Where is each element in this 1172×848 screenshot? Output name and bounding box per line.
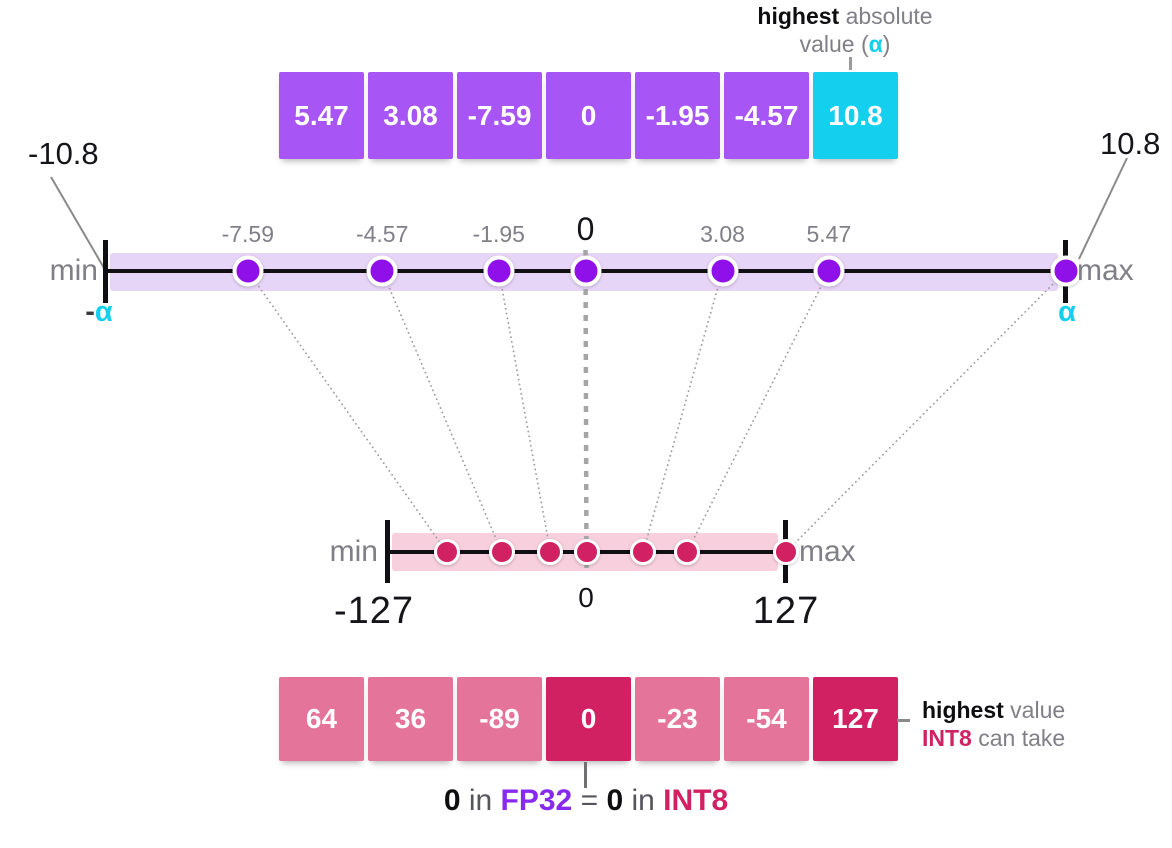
fp32-dot-label: 5.47 [806, 221, 852, 247]
annotation-line-1: highest absolute [757, 2, 932, 30]
int8-annotation-dash [897, 719, 910, 722]
fp32-max-label: max [1077, 254, 1134, 287]
fp32-max-value-label: 10.8 [1100, 126, 1161, 161]
int8-max-value-label: 127 [752, 590, 820, 632]
int8-min-value-label: -127 [333, 590, 415, 632]
int8-max-label: max [799, 535, 856, 568]
alpha-symbol: α [1058, 296, 1076, 328]
annotation-bold-text: highest [757, 3, 840, 29]
zero-int8: 0 [606, 784, 624, 817]
annotation-bold-text: highest [922, 697, 1004, 723]
int8-min-label: min [329, 535, 378, 568]
int8-cell: 127 [813, 677, 898, 761]
int8-dot [537, 539, 564, 565]
int8-values-row: 64 36 -89 0 -23 -54 127 [279, 677, 898, 761]
pointer-line-min [50, 176, 105, 269]
fp32-min-tick [103, 240, 108, 303]
fp32-min-value-label: -10.8 [28, 136, 99, 171]
alpha-symbol: α [868, 31, 883, 57]
int8-cell: 64 [279, 677, 364, 761]
mapping-line [642, 270, 724, 553]
fp32-cell: 3.08 [368, 72, 453, 159]
fp32-dot-label: 3.08 [700, 221, 745, 247]
fp32-dot [483, 255, 515, 287]
zero-fp32: 0 [443, 784, 461, 817]
annotation-gray-text: value ( [799, 31, 869, 57]
equals-sign: = [572, 784, 607, 817]
int8-dot [433, 539, 460, 565]
mapping-line [497, 270, 552, 553]
mapping-line [246, 270, 448, 553]
annotation-gray-text: absolute [839, 3, 933, 29]
zero-cell-pointer-line [584, 762, 587, 788]
annotation-gray-text: can take [971, 725, 1066, 751]
fp32-cell: 5.47 [279, 72, 364, 159]
mapping-line [686, 270, 830, 553]
highest-absolute-value-annotation: highest absolute value (α) [757, 2, 932, 58]
fp32-dot-label: -7.59 [221, 221, 275, 247]
equation-text: in [460, 784, 501, 817]
zero-equation: 0 in FP32 = 0 in INT8 [444, 784, 728, 818]
int8-word: INT8 [922, 725, 972, 751]
alpha-pointer-tick [849, 57, 852, 70]
fp32-dot [232, 255, 264, 287]
pos-alpha-label: α [1058, 296, 1076, 329]
minus-sign: - [85, 296, 95, 328]
int8-dot [674, 539, 701, 565]
int8-zero-label: 0 [578, 582, 594, 613]
int8-cell: -54 [724, 677, 809, 761]
fp32-dot [366, 255, 398, 287]
fp32-dot [707, 255, 739, 287]
alpha-symbol: α [94, 296, 113, 328]
fp32-min-label: min [49, 254, 98, 287]
fp32-dot [1050, 255, 1082, 287]
zero-mapping-line [583, 249, 589, 574]
int8-dot [773, 539, 800, 565]
int8-dot [630, 539, 657, 565]
fp32-word: FP32 [500, 784, 573, 817]
highest-int8-value-annotation: highest value INT8 can take [922, 696, 1065, 752]
fp32-dot [813, 255, 845, 287]
fp32-cell: -7.59 [457, 72, 542, 159]
fp32-dot-label: 0 [576, 211, 595, 247]
int8-cell: 36 [368, 677, 453, 761]
fp32-dot-label: -1.95 [472, 221, 525, 247]
int8-cell: 0 [546, 677, 631, 761]
fp32-cell: 10.8 [813, 72, 898, 159]
annotation-line-2: INT8 can take [922, 724, 1065, 752]
int8-dot [488, 539, 515, 565]
equation-text: in [623, 784, 664, 817]
int8-word: INT8 [663, 784, 729, 817]
annotation-line-2: value (α) [757, 30, 932, 58]
int8-cell: -89 [457, 677, 542, 761]
annotation-gray-text: value [1003, 697, 1066, 723]
annotation-line-1: highest value [922, 696, 1065, 724]
neg-alpha-label: -α [85, 296, 113, 329]
mapping-line [381, 270, 503, 553]
int8-cell: -23 [635, 677, 720, 761]
fp32-cell: -1.95 [635, 72, 720, 159]
int8-min-tick [385, 520, 390, 583]
fp32-values-row: 5.47 3.08 -7.59 0 -1.95 -4.57 10.8 [279, 72, 898, 159]
fp32-dot [570, 255, 601, 287]
fp32-cell: 0 [546, 72, 631, 159]
annotation-gray-text: ) [882, 31, 891, 57]
fp32-dot-label: -4.57 [355, 221, 409, 247]
mapping-line [785, 270, 1067, 553]
fp32-cell: -4.57 [724, 72, 809, 159]
pointer-line-max [1078, 157, 1128, 260]
int8-dot [573, 539, 600, 565]
